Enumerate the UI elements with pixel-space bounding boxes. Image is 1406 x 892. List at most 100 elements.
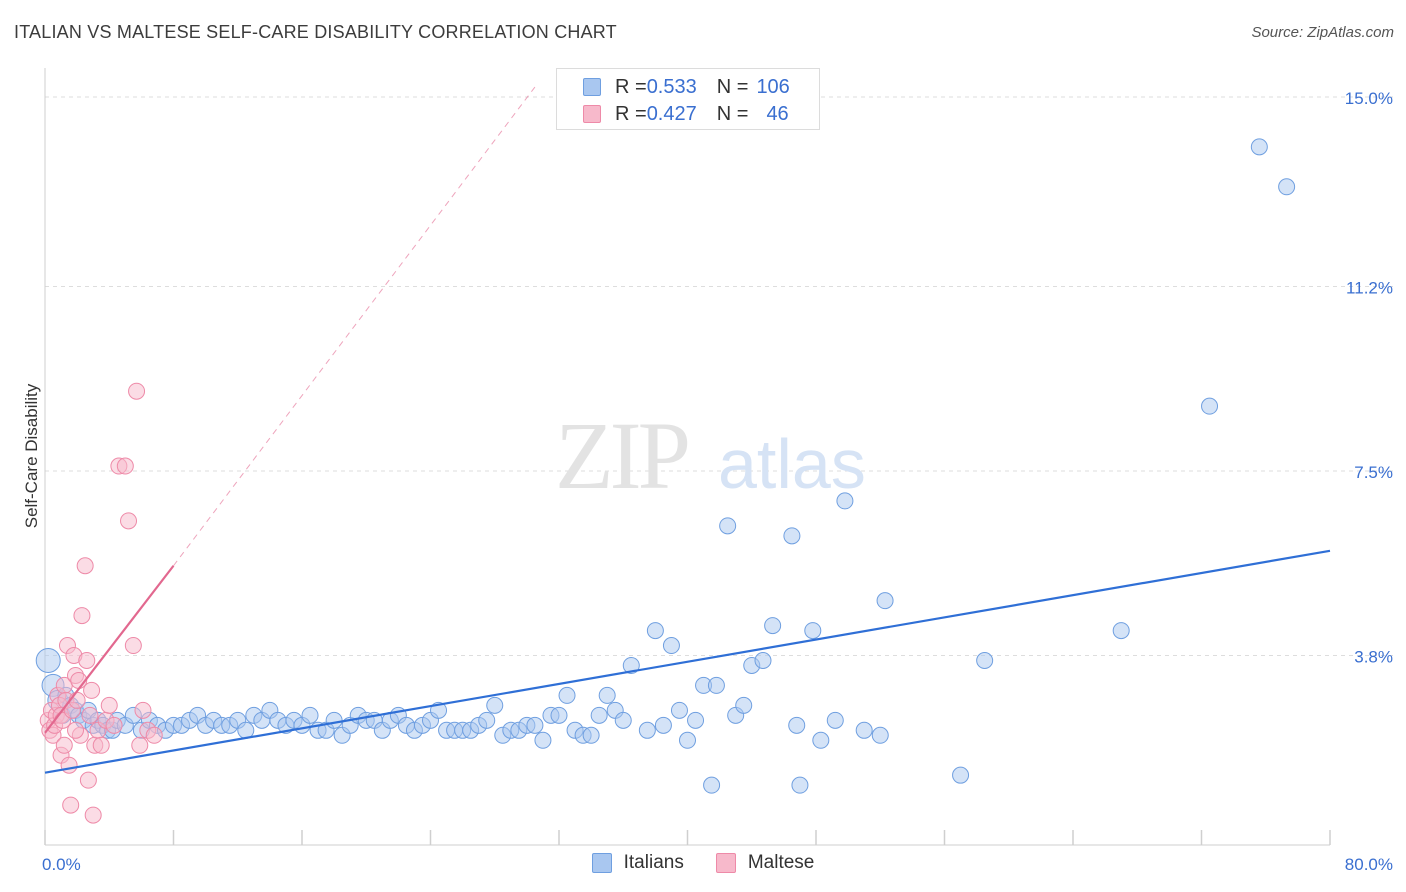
maltese-point (124, 637, 142, 655)
maltese-point (100, 696, 118, 714)
italians-r-label: R = (615, 75, 647, 98)
italians-point (654, 716, 672, 734)
italians-point (598, 686, 616, 704)
italians-point (952, 766, 970, 784)
maltese-legend-swatch-icon (715, 853, 736, 873)
chart-title: ITALIAN VS MALTESE SELF-CARE DISABILITY … (14, 22, 617, 42)
maltese-point (67, 721, 85, 739)
italians-swatch-icon (583, 78, 601, 96)
x-tick-label: 80.0% (1345, 855, 1393, 874)
italians-point (638, 721, 656, 739)
italians-point (1201, 397, 1219, 415)
maltese-point (116, 457, 134, 475)
maltese-point (73, 607, 91, 625)
italians-point (754, 651, 772, 669)
maltese-r-value: 0.427 (646, 102, 697, 125)
italians-point (679, 731, 696, 749)
maltese-point (79, 771, 97, 789)
italians-point (783, 527, 801, 545)
italians-n-label: N = (716, 75, 749, 98)
maltese-point (128, 382, 146, 400)
correlation-legend: R = 0.533 N = 106 R = 0.427 N = 46 (556, 68, 820, 130)
maltese-point (60, 756, 78, 774)
maltese-trend-line-extended (173, 86, 536, 567)
maltese-point (84, 806, 102, 824)
italians-point (687, 711, 705, 729)
maltese-trend-line (44, 565, 175, 734)
italians-point (670, 701, 688, 719)
maltese-point (92, 736, 110, 754)
italians-point (550, 706, 568, 724)
watermark-zip: ZIP (555, 402, 688, 509)
italians-point (719, 517, 737, 535)
italians-point (590, 706, 608, 724)
maltese-point (78, 651, 96, 669)
italians-point (486, 696, 504, 714)
italians-point (325, 711, 343, 729)
italians-point (703, 776, 721, 794)
italians-point (622, 656, 640, 674)
maltese-point (83, 681, 101, 699)
italians-point (582, 726, 600, 744)
source-label: Source: ZipAtlas.com (1251, 24, 1394, 41)
maltese-swatch-icon (583, 105, 601, 123)
italians-point (826, 711, 844, 729)
grid-layer (45, 96, 1395, 657)
italians-trend-line (44, 549, 1331, 774)
maltese-point (145, 726, 163, 744)
italians-point (836, 492, 854, 510)
italians-point (646, 622, 664, 640)
axis-layer (44, 68, 1331, 846)
italians-point (812, 731, 830, 749)
italians-point (662, 637, 680, 655)
legend-label-maltese: Maltese (747, 852, 815, 873)
legend-item-italians[interactable]: Italians (591, 852, 684, 874)
y-tick-label: 7.5% (1354, 463, 1393, 482)
italians-point (526, 716, 544, 734)
italians-point (1112, 622, 1130, 640)
italians-point (871, 726, 889, 744)
watermark: ZIP atlas (555, 402, 866, 509)
maltese-point (131, 736, 149, 754)
italians-point (804, 622, 822, 640)
y-axis-label: Self-Care Disability (22, 383, 41, 529)
italians-point (534, 731, 552, 749)
italians-point (876, 592, 894, 610)
maltese-point (134, 701, 152, 719)
maltese-point (55, 736, 73, 754)
italians-point (558, 686, 576, 704)
y-tick-label: 15.0% (1345, 89, 1393, 108)
italians-point (35, 647, 61, 673)
x-tick-label: 0.0% (42, 855, 81, 874)
italians-point (614, 711, 632, 729)
points-layer (35, 138, 1296, 824)
maltese-n-value: 46 (766, 102, 789, 125)
legend-item-maltese[interactable]: Maltese (715, 852, 815, 874)
maltese-point (120, 512, 138, 530)
maltese-r-label: R = (615, 102, 647, 125)
italians-point (1278, 178, 1296, 196)
maltese-point (68, 691, 86, 709)
y-tick-label: 3.8% (1354, 648, 1393, 667)
italians-r-value: 0.533 (646, 75, 697, 98)
italians-point (855, 721, 873, 739)
italians-point (478, 711, 496, 729)
y-tick-label: 11.2% (1346, 278, 1393, 297)
legend-row-italians: R = 0.533 N = 106 (583, 75, 790, 99)
italians-point (764, 617, 782, 635)
italians-point (237, 721, 255, 739)
italians-point (788, 716, 806, 734)
italians-n-value: 106 (756, 75, 790, 98)
trend-layer (44, 86, 1331, 774)
italians-legend-swatch-icon (591, 853, 612, 873)
italians-point (707, 676, 725, 694)
italians-point (791, 776, 809, 794)
italians-point (735, 696, 753, 714)
maltese-n-label: N = (716, 102, 749, 125)
tick-label-layer: 3.8% 7.5% 11.2% 15.0% 0.0% 80.0% (42, 89, 1393, 874)
italians-point (976, 651, 994, 669)
legend-row-maltese: R = 0.427 N = 46 (583, 102, 789, 126)
series-legend: Italians Maltese (0, 852, 1406, 874)
italians-point (301, 706, 319, 724)
legend-label-italians: Italians (623, 852, 684, 873)
